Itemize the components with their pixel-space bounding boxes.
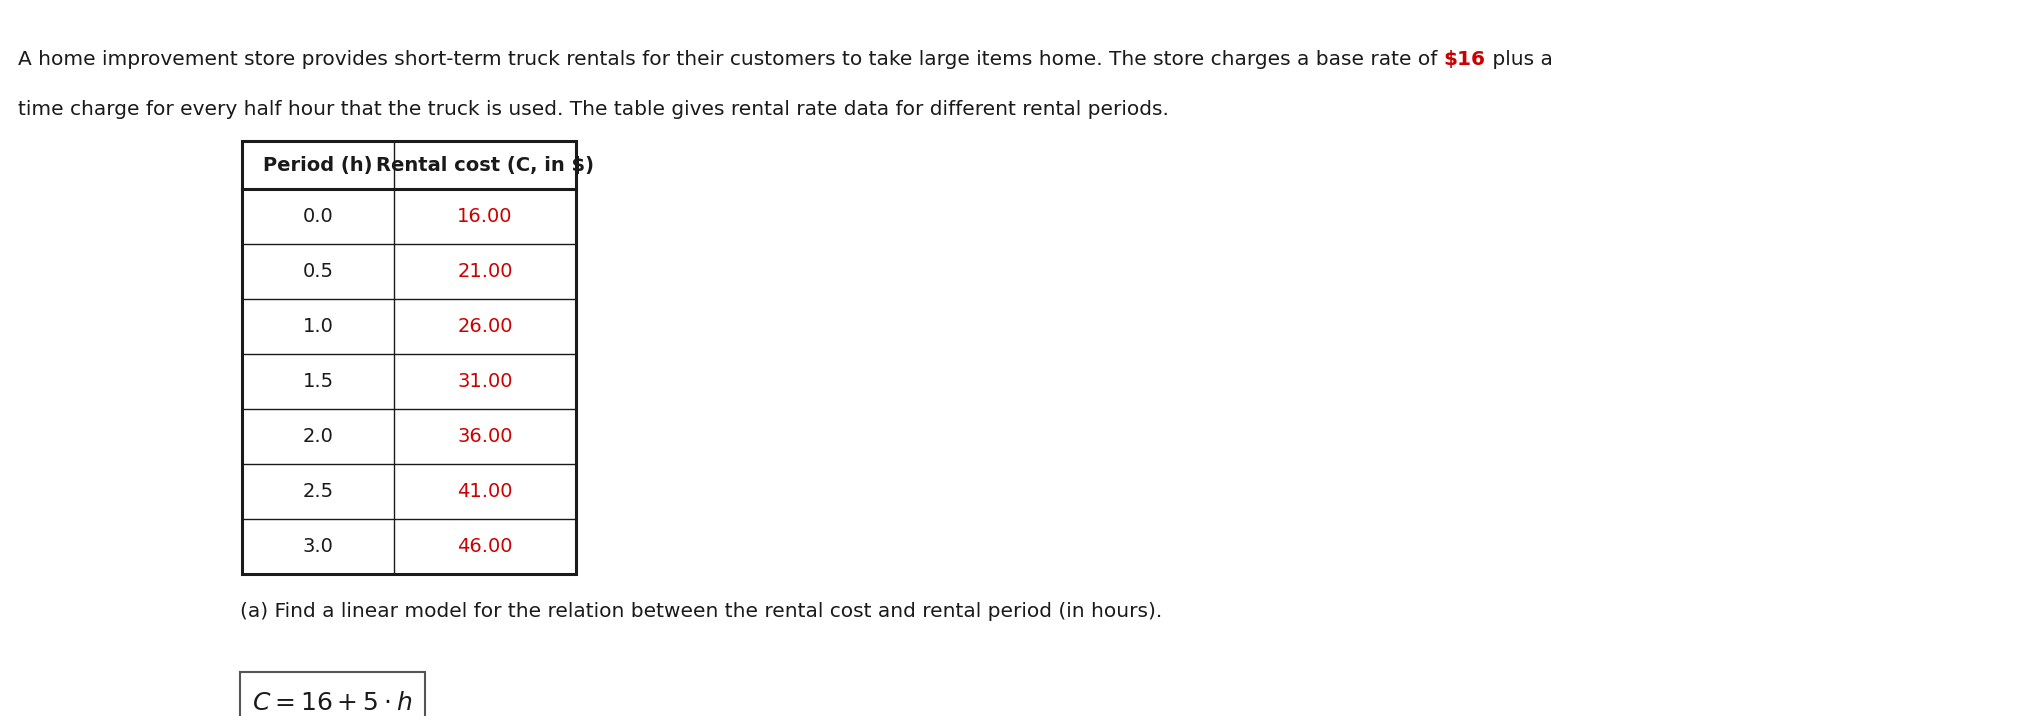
Text: 21.00: 21.00 (458, 262, 513, 281)
Text: $16: $16 (1444, 50, 1486, 69)
Text: A home improvement store provides short-term truck rentals for their customers t: A home improvement store provides short-… (18, 50, 1444, 69)
Text: 2.0: 2.0 (303, 427, 334, 446)
Text: 46.00: 46.00 (458, 537, 513, 556)
Text: 0.0: 0.0 (303, 207, 334, 226)
Text: 31.00: 31.00 (458, 372, 513, 391)
Text: $\mathit{C} = 16 + 5 \cdot \mathit{h}$: $\mathit{C} = 16 + 5 \cdot \mathit{h}$ (252, 691, 413, 715)
Text: 1.5: 1.5 (303, 372, 334, 391)
Text: 3.0: 3.0 (303, 537, 334, 556)
Text: 2.5: 2.5 (303, 482, 334, 501)
Text: Period (h): Period (h) (263, 155, 373, 175)
Text: 16.00: 16.00 (458, 207, 513, 226)
Text: 0.5: 0.5 (303, 262, 334, 281)
Text: Rental cost (C, in $): Rental cost (C, in $) (377, 155, 595, 175)
Bar (242, 141, 576, 574)
Text: 41.00: 41.00 (458, 482, 513, 501)
Text: plus a: plus a (1486, 50, 1553, 69)
Text: 26.00: 26.00 (458, 317, 513, 336)
Text: 1.0: 1.0 (303, 317, 334, 336)
Bar (240, 672, 426, 716)
Text: 36.00: 36.00 (458, 427, 513, 446)
Text: (a) Find a linear model for the relation between the rental cost and rental peri: (a) Find a linear model for the relation… (240, 602, 1163, 621)
Text: time charge for every half hour that the truck is used. The table gives rental r: time charge for every half hour that the… (18, 100, 1169, 119)
